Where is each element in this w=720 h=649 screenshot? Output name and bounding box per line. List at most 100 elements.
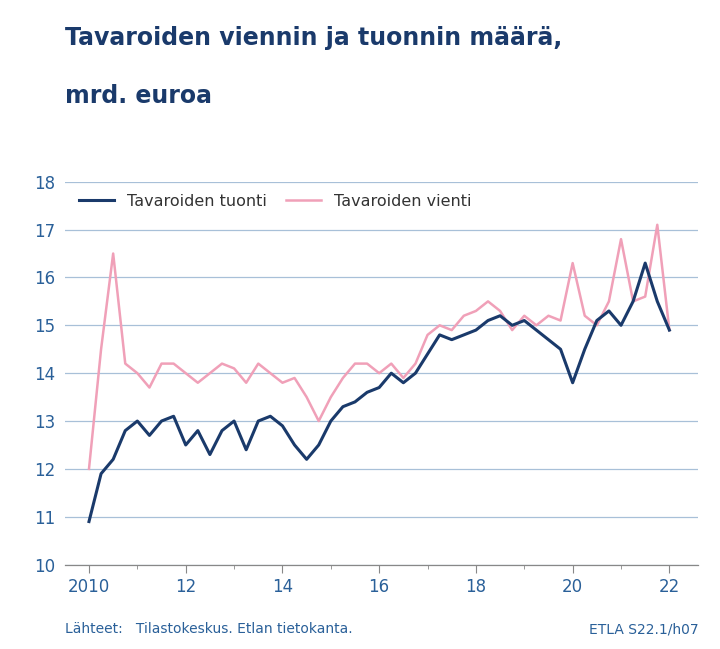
Tavaroiden tuonti <box>278 422 287 430</box>
Tavaroiden vienti <box>568 259 577 267</box>
Tavaroiden vienti <box>629 297 637 305</box>
Tavaroiden tuonti <box>363 388 372 396</box>
Tavaroiden tuonti <box>484 317 492 324</box>
Tavaroiden tuonti <box>375 384 384 391</box>
Tavaroiden vienti <box>181 369 190 377</box>
Tavaroiden vienti <box>508 326 516 334</box>
Tavaroiden vienti <box>230 365 238 373</box>
Tavaroiden vienti <box>399 374 408 382</box>
Tavaroiden vienti <box>85 465 94 472</box>
Tavaroiden tuonti <box>338 403 347 411</box>
Tavaroiden vienti <box>266 369 274 377</box>
Tavaroiden tuonti <box>157 417 166 425</box>
Tavaroiden vienti <box>641 293 649 300</box>
Tavaroiden tuonti <box>557 345 565 353</box>
Tavaroiden tuonti <box>85 518 94 526</box>
Tavaroiden tuonti <box>617 321 626 329</box>
Tavaroiden tuonti <box>133 417 142 425</box>
Tavaroiden tuonti <box>96 470 105 478</box>
Tavaroiden tuonti <box>387 369 395 377</box>
Tavaroiden vienti <box>447 326 456 334</box>
Tavaroiden tuonti <box>508 321 516 329</box>
Tavaroiden vienti <box>145 384 154 391</box>
Tavaroiden tuonti <box>605 307 613 315</box>
Tavaroiden tuonti <box>520 317 528 324</box>
Tavaroiden vienti <box>133 369 142 377</box>
Tavaroiden tuonti <box>266 412 274 420</box>
Tavaroiden tuonti <box>544 336 553 343</box>
Tavaroiden vienti <box>605 297 613 305</box>
Tavaroiden vienti <box>169 360 178 367</box>
Tavaroiden tuonti <box>653 297 662 305</box>
Text: mrd. euroa: mrd. euroa <box>65 84 212 108</box>
Tavaroiden vienti <box>326 393 335 401</box>
Tavaroiden tuonti <box>532 326 541 334</box>
Tavaroiden tuonti <box>290 441 299 449</box>
Tavaroiden vienti <box>387 360 395 367</box>
Tavaroiden vienti <box>617 235 626 243</box>
Text: Lähteet:   Tilastokeskus. Etlan tietokanta.: Lähteet: Tilastokeskus. Etlan tietokanta… <box>65 622 352 636</box>
Tavaroiden tuonti <box>315 441 323 449</box>
Tavaroiden vienti <box>96 345 105 353</box>
Tavaroiden tuonti <box>641 259 649 267</box>
Tavaroiden vienti <box>351 360 359 367</box>
Tavaroiden vienti <box>665 326 674 334</box>
Tavaroiden tuonti <box>629 297 637 305</box>
Tavaroiden vienti <box>338 374 347 382</box>
Tavaroiden tuonti <box>665 326 674 334</box>
Tavaroiden tuonti <box>169 412 178 420</box>
Tavaroiden vienti <box>593 321 601 329</box>
Text: ETLA S22.1/h07: ETLA S22.1/h07 <box>589 622 698 636</box>
Tavaroiden tuonti <box>206 450 215 458</box>
Tavaroiden tuonti <box>302 456 311 463</box>
Tavaroiden vienti <box>459 312 468 320</box>
Tavaroiden tuonti <box>496 312 505 320</box>
Tavaroiden tuonti <box>242 446 251 454</box>
Tavaroiden tuonti <box>447 336 456 343</box>
Tavaroiden vienti <box>109 250 117 258</box>
Tavaroiden vienti <box>653 221 662 228</box>
Tavaroiden vienti <box>315 417 323 425</box>
Tavaroiden tuonti <box>230 417 238 425</box>
Tavaroiden vienti <box>411 360 420 367</box>
Tavaroiden vienti <box>580 312 589 320</box>
Tavaroiden tuonti <box>459 331 468 339</box>
Tavaroiden vienti <box>557 317 565 324</box>
Tavaroiden tuonti <box>109 456 117 463</box>
Legend: Tavaroiden tuonti, Tavaroiden vienti: Tavaroiden tuonti, Tavaroiden vienti <box>79 193 472 208</box>
Tavaroiden tuonti <box>351 398 359 406</box>
Tavaroiden vienti <box>217 360 226 367</box>
Tavaroiden vienti <box>206 369 215 377</box>
Tavaroiden tuonti <box>423 350 432 358</box>
Tavaroiden vienti <box>363 360 372 367</box>
Tavaroiden tuonti <box>593 317 601 324</box>
Tavaroiden vienti <box>520 312 528 320</box>
Tavaroiden tuonti <box>580 345 589 353</box>
Tavaroiden tuonti <box>436 331 444 339</box>
Tavaroiden vienti <box>423 331 432 339</box>
Tavaroiden vienti <box>121 360 130 367</box>
Text: Tavaroiden viennin ja tuonnin määrä,: Tavaroiden viennin ja tuonnin määrä, <box>65 26 562 50</box>
Tavaroiden vienti <box>472 307 480 315</box>
Line: Tavaroiden vienti: Tavaroiden vienti <box>89 225 670 469</box>
Tavaroiden vienti <box>375 369 384 377</box>
Tavaroiden tuonti <box>194 427 202 435</box>
Tavaroiden vienti <box>254 360 263 367</box>
Tavaroiden vienti <box>436 321 444 329</box>
Tavaroiden tuonti <box>568 379 577 387</box>
Tavaroiden tuonti <box>399 379 408 387</box>
Tavaroiden tuonti <box>217 427 226 435</box>
Tavaroiden tuonti <box>411 369 420 377</box>
Tavaroiden vienti <box>484 297 492 305</box>
Tavaroiden tuonti <box>472 326 480 334</box>
Tavaroiden vienti <box>532 321 541 329</box>
Tavaroiden tuonti <box>181 441 190 449</box>
Tavaroiden vienti <box>290 374 299 382</box>
Tavaroiden vienti <box>302 393 311 401</box>
Tavaroiden vienti <box>194 379 202 387</box>
Tavaroiden tuonti <box>254 417 263 425</box>
Tavaroiden vienti <box>496 307 505 315</box>
Tavaroiden vienti <box>278 379 287 387</box>
Tavaroiden tuonti <box>326 417 335 425</box>
Tavaroiden tuonti <box>121 427 130 435</box>
